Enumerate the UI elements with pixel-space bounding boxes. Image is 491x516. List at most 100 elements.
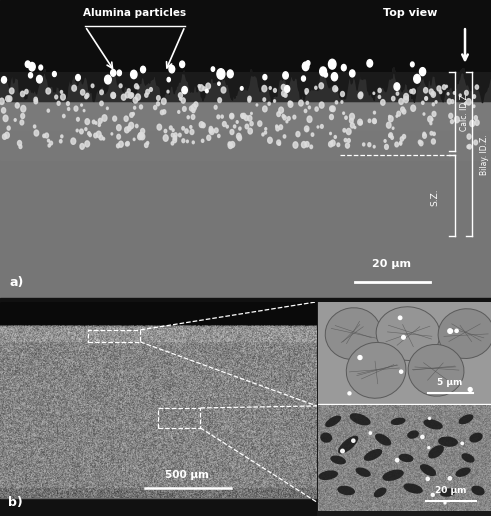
Circle shape — [236, 121, 238, 123]
Circle shape — [50, 141, 53, 145]
Circle shape — [111, 93, 115, 98]
Circle shape — [283, 116, 286, 120]
Circle shape — [178, 93, 183, 98]
Circle shape — [47, 109, 50, 112]
Text: 5 μm: 5 μm — [437, 378, 463, 387]
Circle shape — [132, 112, 135, 116]
Circle shape — [451, 100, 454, 103]
Circle shape — [194, 102, 198, 107]
Circle shape — [157, 124, 162, 130]
Circle shape — [444, 502, 446, 504]
Circle shape — [98, 118, 102, 123]
Circle shape — [57, 101, 60, 105]
Circle shape — [43, 134, 45, 138]
Circle shape — [464, 90, 468, 95]
Circle shape — [211, 67, 215, 71]
Bar — [0, 0, 491, 72]
Circle shape — [282, 115, 285, 118]
Circle shape — [410, 62, 414, 67]
Circle shape — [265, 127, 267, 130]
Circle shape — [329, 106, 334, 111]
Circle shape — [468, 388, 472, 392]
Circle shape — [248, 99, 251, 102]
Circle shape — [154, 105, 157, 109]
Circle shape — [187, 116, 190, 119]
Ellipse shape — [455, 467, 471, 477]
Circle shape — [178, 110, 180, 114]
Circle shape — [125, 127, 129, 133]
Circle shape — [157, 95, 160, 100]
Circle shape — [305, 141, 309, 147]
Circle shape — [381, 100, 385, 105]
Circle shape — [317, 126, 319, 128]
Circle shape — [201, 123, 205, 128]
Circle shape — [414, 74, 420, 83]
Circle shape — [217, 115, 220, 119]
Circle shape — [277, 112, 280, 117]
Circle shape — [242, 116, 244, 118]
Circle shape — [296, 132, 300, 137]
Circle shape — [400, 141, 402, 144]
Circle shape — [203, 87, 206, 90]
Circle shape — [215, 128, 218, 133]
Circle shape — [182, 126, 185, 130]
Circle shape — [422, 101, 424, 104]
Circle shape — [341, 101, 343, 103]
Circle shape — [425, 97, 427, 100]
Circle shape — [144, 143, 148, 148]
Circle shape — [305, 89, 308, 93]
Circle shape — [343, 128, 346, 132]
Circle shape — [392, 96, 395, 101]
Circle shape — [0, 98, 4, 104]
Circle shape — [137, 134, 142, 140]
Circle shape — [464, 103, 466, 105]
Circle shape — [190, 106, 193, 111]
Circle shape — [341, 91, 345, 96]
Circle shape — [268, 137, 272, 143]
Circle shape — [28, 73, 32, 78]
Circle shape — [345, 116, 347, 119]
Circle shape — [315, 107, 318, 111]
Circle shape — [321, 124, 323, 128]
Ellipse shape — [350, 413, 371, 425]
Circle shape — [161, 110, 164, 115]
Circle shape — [85, 141, 89, 147]
Bar — [0, 131, 491, 160]
Bar — [0, 488, 317, 498]
Circle shape — [163, 110, 166, 114]
Circle shape — [5, 132, 9, 138]
Circle shape — [129, 122, 134, 128]
Circle shape — [145, 93, 148, 97]
Circle shape — [328, 141, 333, 147]
Circle shape — [403, 135, 406, 139]
Circle shape — [310, 145, 313, 149]
Circle shape — [343, 112, 345, 115]
Ellipse shape — [438, 309, 491, 359]
Circle shape — [207, 135, 211, 140]
Circle shape — [466, 99, 471, 105]
Circle shape — [305, 92, 307, 94]
Circle shape — [135, 84, 138, 89]
Circle shape — [308, 106, 310, 109]
Text: 500 μm: 500 μm — [165, 470, 209, 480]
Circle shape — [173, 136, 177, 140]
Circle shape — [92, 120, 95, 124]
Circle shape — [367, 60, 373, 67]
Circle shape — [18, 140, 22, 146]
Circle shape — [277, 140, 280, 145]
Circle shape — [146, 141, 149, 144]
Circle shape — [459, 94, 461, 96]
Circle shape — [34, 130, 39, 136]
Circle shape — [402, 109, 406, 114]
Circle shape — [192, 108, 195, 112]
Circle shape — [467, 145, 469, 148]
Circle shape — [100, 90, 103, 94]
Circle shape — [369, 432, 372, 434]
Circle shape — [461, 442, 464, 445]
Circle shape — [228, 142, 233, 149]
Circle shape — [431, 493, 434, 496]
Circle shape — [276, 126, 279, 131]
Circle shape — [241, 87, 243, 90]
Circle shape — [140, 134, 145, 140]
Circle shape — [288, 101, 293, 107]
